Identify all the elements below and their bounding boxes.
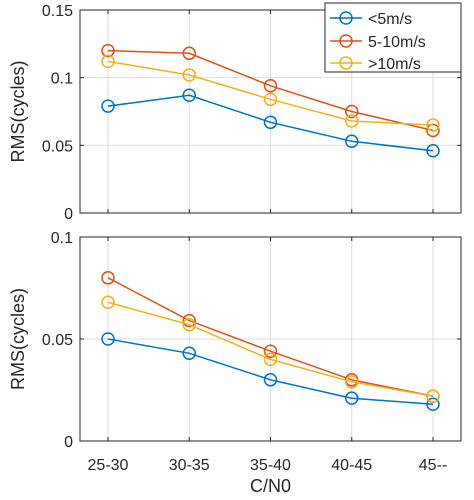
top-point-gt10 — [182, 68, 197, 82]
top-y-tick-label: 0.05 — [42, 138, 73, 155]
legend-label-gt10: >10m/s — [368, 56, 421, 73]
bottom-point-gt10 — [344, 375, 359, 389]
top-panel: 0 0.05 0.1 0.15 RMS(cycles) <5m/s 5-10m/s >… — [8, 2, 462, 223]
top-series — [101, 43, 440, 158]
legend-label-5-10: 5-10m/s — [368, 34, 426, 51]
bottom-point-lt5 — [182, 346, 197, 361]
top-point-lt5 — [344, 134, 359, 149]
legend-label-lt5: <5m/s — [368, 11, 412, 28]
top-y-tick-label: 0 — [64, 206, 73, 223]
top-point-lt5 — [182, 88, 197, 103]
top-y-axis-label: RMS(cycles) — [8, 61, 28, 163]
top-point-lt5 — [263, 115, 278, 130]
bottom-point-gt10 — [426, 389, 440, 403]
bottom-x-tick-label: 25-30 — [88, 457, 129, 474]
bottom-point-lt5 — [426, 397, 440, 412]
top-series-line-lt5 — [107, 94, 434, 152]
legend-entry-lt5: <5m/s — [330, 11, 412, 28]
top-point-5-10 — [263, 79, 278, 93]
bottom-series — [101, 271, 440, 412]
top-point-gt10 — [101, 54, 115, 69]
top-point-gt10 — [263, 92, 278, 107]
bottom-point-lt5 — [263, 373, 278, 387]
top-y-tick-label: 0.15 — [42, 3, 73, 20]
bottom-point-5-10 — [263, 344, 278, 358]
top-y-ticks: 0 0.05 0.1 0.15 — [42, 3, 461, 223]
bottom-point-gt10 — [101, 295, 115, 310]
legend-entry-gt10: >10m/s — [330, 56, 421, 73]
top-point-gt10 — [344, 114, 359, 128]
legend-box — [324, 2, 462, 73]
top-point-lt5 — [101, 99, 115, 113]
bottom-point-5-10 — [182, 313, 197, 328]
legend-marker-5-10 — [339, 34, 353, 48]
bottom-y-tick-label: 0.05 — [42, 332, 73, 349]
top-point-gt10 — [426, 118, 440, 132]
bottom-x-axis-label: C/N0 — [250, 476, 291, 496]
bottom-point-lt5 — [101, 332, 115, 346]
bottom-x-tick-label: 40-45 — [331, 457, 372, 474]
bottom-point-gt10 — [182, 317, 197, 332]
bottom-series-line-lt5 — [107, 338, 434, 406]
bottom-y-ticks: 0 0.05 0.1 — [42, 230, 461, 451]
bottom-x-ticks: 25-30 30-35 35-40 40-45 45-- — [88, 237, 447, 474]
legend-marker-gt10 — [339, 56, 353, 70]
top-series-line-gt10 — [107, 60, 434, 126]
top-point-lt5 — [426, 143, 440, 158]
top-y-tick-label: 0.1 — [51, 71, 73, 88]
bottom-y-tick-label: 0.1 — [51, 230, 73, 247]
legend: <5m/s 5-10m/s >10m/s — [324, 2, 462, 73]
top-point-5-10 — [101, 43, 115, 58]
bottom-point-lt5 — [344, 391, 359, 405]
bottom-point-5-10 — [101, 271, 115, 285]
top-point-5-10 — [182, 46, 197, 61]
bottom-series-line-5-10 — [107, 277, 434, 397]
bottom-y-axis-label: RMS(cycles) — [8, 288, 28, 390]
bottom-series-line-gt10 — [107, 301, 434, 397]
top-point-5-10 — [344, 104, 359, 119]
bottom-x-tick-label: 35-40 — [250, 457, 291, 474]
bottom-y-tick-label: 0 — [64, 434, 73, 451]
bottom-point-gt10 — [263, 352, 278, 367]
bottom-x-tick-label: 30-35 — [169, 457, 210, 474]
top-series-line-5-10 — [107, 49, 434, 132]
legend-marker-lt5 — [339, 11, 353, 25]
legend-entry-5-10: 5-10m/s — [330, 34, 426, 51]
bottom-x-tick-label: 45-- — [419, 457, 447, 474]
bottom-panel: 0 0.05 0.1 25-30 30-35 35-40 40-45 45-- RMS(cy… — [8, 230, 462, 496]
